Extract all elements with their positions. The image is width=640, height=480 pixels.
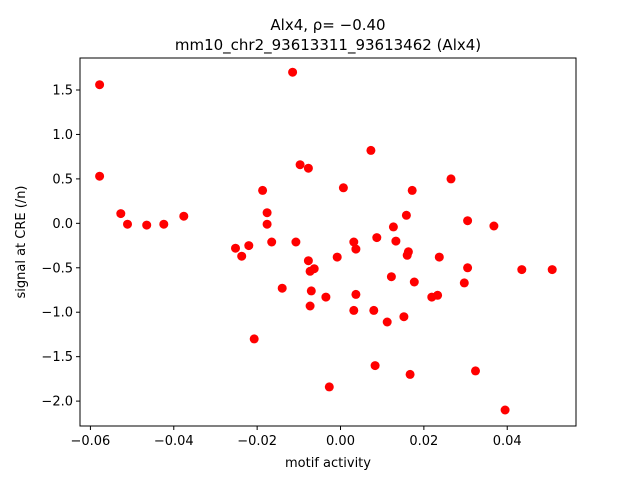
data-point-41 xyxy=(399,312,409,322)
y-tick-label: 0.5 xyxy=(52,172,73,187)
data-point-26 xyxy=(324,382,334,392)
data-point-46 xyxy=(409,277,419,287)
data-point-5 xyxy=(159,219,169,229)
data-point-34 xyxy=(372,233,382,243)
data-point-35 xyxy=(369,305,379,315)
data-point-51 xyxy=(446,174,456,184)
data-point-53 xyxy=(463,216,473,226)
data-point-33 xyxy=(366,145,376,155)
data-point-15 xyxy=(277,283,287,293)
data-point-58 xyxy=(517,265,527,275)
data-point-54 xyxy=(463,263,473,273)
data-point-18 xyxy=(295,160,305,170)
data-point-19 xyxy=(303,163,313,173)
data-point-7 xyxy=(231,243,240,253)
data-point-13 xyxy=(262,219,272,229)
data-point-1 xyxy=(95,171,105,181)
data-point-56 xyxy=(489,221,499,231)
data-point-6 xyxy=(179,211,189,221)
y-axis-ticks: 1.5 1.0 0.5 0.0 −0.5 −1.0 −1.5 −2.0 xyxy=(41,84,80,410)
y-tick-label: −1.0 xyxy=(41,306,73,321)
x-tick-label: 0.00 xyxy=(326,434,355,449)
data-point-20 xyxy=(303,256,313,266)
data-point-30 xyxy=(351,244,361,254)
data-point-9 xyxy=(244,241,254,251)
data-point-39 xyxy=(388,222,398,232)
data-point-10 xyxy=(249,334,259,344)
data-point-42 xyxy=(401,210,411,220)
y-tick-label: −1.5 xyxy=(41,350,73,365)
data-point-23 xyxy=(305,301,315,311)
data-point-27 xyxy=(332,252,342,262)
chart-title-line2: mm10_chr2_93613311_93613462 (Alx4) xyxy=(175,36,481,55)
data-point-16 xyxy=(288,67,298,77)
data-point-57 xyxy=(500,405,510,415)
data-point-50 xyxy=(434,252,444,262)
data-point-59 xyxy=(547,265,557,275)
data-point-40 xyxy=(391,236,401,246)
x-axis-label: motif activity xyxy=(285,456,371,471)
data-point-2 xyxy=(116,209,126,219)
data-point-38 xyxy=(386,272,396,282)
data-point-17 xyxy=(291,237,301,247)
data-point-36 xyxy=(370,361,380,371)
data-point-4 xyxy=(142,220,152,230)
y-tick-label: 1.5 xyxy=(52,84,73,99)
y-tick-label: −2.0 xyxy=(41,395,73,410)
data-point-29 xyxy=(349,237,359,247)
data-point-55 xyxy=(471,366,480,376)
data-point-31 xyxy=(351,289,361,299)
data-point-3 xyxy=(123,219,132,229)
data-point-24 xyxy=(309,264,319,274)
data-point-28 xyxy=(338,183,348,193)
y-tick-label: 1.0 xyxy=(52,128,73,143)
data-point-25 xyxy=(321,292,331,302)
data-point-47 xyxy=(405,369,415,379)
data-point-0 xyxy=(95,80,105,90)
chart-title-line1: Alx4, ρ= −0.40 xyxy=(270,16,385,34)
x-tick-label: −0.06 xyxy=(70,434,110,449)
data-point-8 xyxy=(237,251,247,261)
data-point-45 xyxy=(407,185,417,195)
y-tick-label: −0.5 xyxy=(41,261,73,276)
data-point-11 xyxy=(258,185,268,195)
data-point-49 xyxy=(433,290,443,300)
plot-frame xyxy=(79,57,577,427)
data-point-32 xyxy=(349,305,359,315)
data-point-37 xyxy=(382,317,392,327)
x-tick-label: 0.02 xyxy=(409,434,438,449)
data-point-22 xyxy=(306,286,316,296)
x-tick-label: −0.02 xyxy=(237,434,277,449)
x-tick-label: −0.04 xyxy=(154,434,194,449)
data-points xyxy=(95,67,557,415)
data-point-12 xyxy=(262,208,272,218)
data-point-14 xyxy=(267,237,277,247)
y-axis-label: signal at CRE (/n) xyxy=(14,185,29,298)
x-axis-ticks: −0.06 −0.04 −0.02 0.00 0.02 0.04 xyxy=(70,426,522,449)
data-point-44 xyxy=(403,247,413,257)
data-point-52 xyxy=(459,278,469,288)
x-tick-label: 0.04 xyxy=(493,434,522,449)
y-tick-label: 0.0 xyxy=(52,217,73,232)
